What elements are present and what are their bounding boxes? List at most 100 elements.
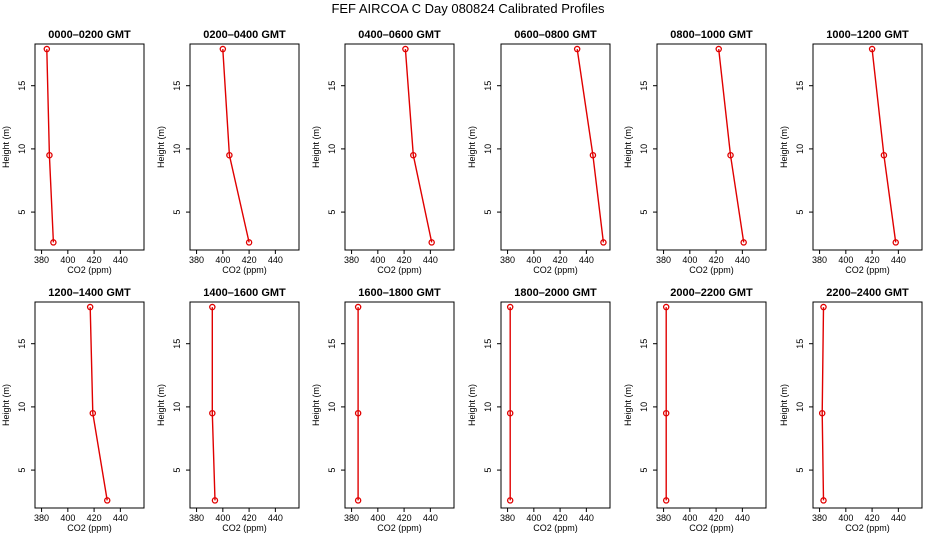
- y-tick-label: 15: [639, 339, 649, 349]
- y-tick-label: 10: [17, 402, 27, 412]
- x-tick-label: 400: [215, 255, 230, 265]
- y-tick-label: 10: [639, 144, 649, 154]
- y-tick-label: 15: [483, 339, 493, 349]
- panel-title: 0200–0400 GMT: [203, 29, 286, 41]
- x-tick-label: 420: [865, 255, 880, 265]
- x-tick-label: 420: [87, 255, 102, 265]
- x-tick-label: 380: [656, 255, 671, 265]
- data-point: [89, 409, 97, 417]
- data-point: [868, 45, 876, 53]
- y-axis-label: Height (m): [311, 384, 321, 426]
- data-point: [103, 497, 111, 504]
- panel-title: 1200–1400 GMT: [48, 287, 131, 299]
- panel-title: 1600–1800 GMT: [358, 287, 441, 299]
- data-point: [820, 497, 827, 504]
- plot-frame: [656, 43, 767, 251]
- y-tick-label: 5: [639, 468, 649, 473]
- panel-title: 1000–1200 GMT: [826, 29, 909, 41]
- profile-line: [871, 49, 897, 243]
- x-tick-label: 440: [735, 255, 750, 265]
- plot-frame: [812, 43, 923, 251]
- data-point: [600, 239, 607, 246]
- x-tick-label: 400: [682, 255, 697, 265]
- data-point: [209, 303, 216, 311]
- y-axis-label: Height (m): [1, 384, 11, 426]
- x-tick-label: 400: [838, 255, 853, 265]
- y-tick-label: 5: [172, 210, 182, 215]
- data-point: [86, 303, 94, 311]
- figure-title: FEF AIRCOA C Day 080824 Calibrated Profi…: [331, 1, 605, 16]
- x-tick-label: 440: [579, 255, 594, 265]
- x-tick-label: 420: [242, 513, 257, 523]
- data-point: [820, 303, 827, 311]
- data-point: [818, 409, 826, 417]
- y-axis-label: Height (m): [467, 126, 477, 168]
- y-tick-label: 10: [483, 402, 493, 412]
- x-tick-label: 440: [113, 255, 128, 265]
- panel-title: 2000–2200 GMT: [670, 287, 753, 299]
- y-tick-label: 10: [17, 144, 27, 154]
- x-tick-label: 380: [344, 255, 359, 265]
- plot-frame: [500, 301, 611, 509]
- x-tick-label: 440: [423, 255, 438, 265]
- data-point: [715, 45, 722, 53]
- data-point: [662, 409, 670, 417]
- x-axis-label: CO2 (ppm): [67, 523, 112, 533]
- data-point: [219, 45, 227, 53]
- y-tick-label: 10: [327, 402, 337, 412]
- profile-line: [404, 49, 433, 243]
- y-tick-label: 5: [639, 210, 649, 215]
- plot-frame: [344, 43, 455, 251]
- x-tick-label: 440: [113, 513, 128, 523]
- x-tick-label: 400: [370, 513, 385, 523]
- plot-frame: [344, 301, 455, 509]
- y-tick-label: 15: [795, 339, 805, 349]
- data-point: [506, 303, 514, 311]
- y-tick-label: 5: [795, 210, 805, 215]
- y-axis-label: Height (m): [779, 126, 789, 168]
- x-tick-label: 380: [812, 513, 827, 523]
- y-axis-label: Height (m): [467, 384, 477, 426]
- x-tick-label: 380: [34, 513, 49, 523]
- panel-title: 2200–2400 GMT: [826, 287, 909, 299]
- y-axis-label: Height (m): [1, 126, 11, 168]
- plot-frame: [500, 43, 611, 251]
- data-point: [402, 45, 409, 53]
- y-tick-label: 15: [172, 81, 182, 91]
- x-tick-label: 420: [397, 513, 412, 523]
- y-axis-label: Height (m): [156, 126, 166, 168]
- y-tick-label: 15: [17, 339, 27, 349]
- profile-line: [718, 49, 745, 243]
- x-tick-label: 440: [891, 513, 906, 523]
- y-axis-label: Height (m): [311, 126, 321, 168]
- x-tick-label: 440: [735, 513, 750, 523]
- panel-title: 0000–0200 GMT: [48, 29, 131, 41]
- y-tick-label: 15: [639, 81, 649, 91]
- data-point: [354, 497, 362, 504]
- x-axis-label: CO2 (ppm): [533, 523, 578, 533]
- profile-line: [89, 307, 108, 501]
- x-tick-label: 420: [242, 255, 257, 265]
- plot-frame: [34, 43, 145, 251]
- x-tick-label: 400: [60, 513, 75, 523]
- x-tick-label: 440: [423, 513, 438, 523]
- profile-line: [821, 307, 825, 501]
- plot-frame: [189, 301, 300, 509]
- profile-line: [46, 49, 55, 243]
- data-point: [662, 497, 670, 504]
- plot-frame: [656, 301, 767, 509]
- data-point: [354, 409, 362, 417]
- y-tick-label: 10: [172, 402, 182, 412]
- plot-frame: [812, 301, 923, 509]
- x-tick-label: 400: [60, 255, 75, 265]
- data-point: [506, 497, 514, 504]
- panel-title: 0600–0800 GMT: [514, 29, 597, 41]
- x-tick-label: 400: [370, 255, 385, 265]
